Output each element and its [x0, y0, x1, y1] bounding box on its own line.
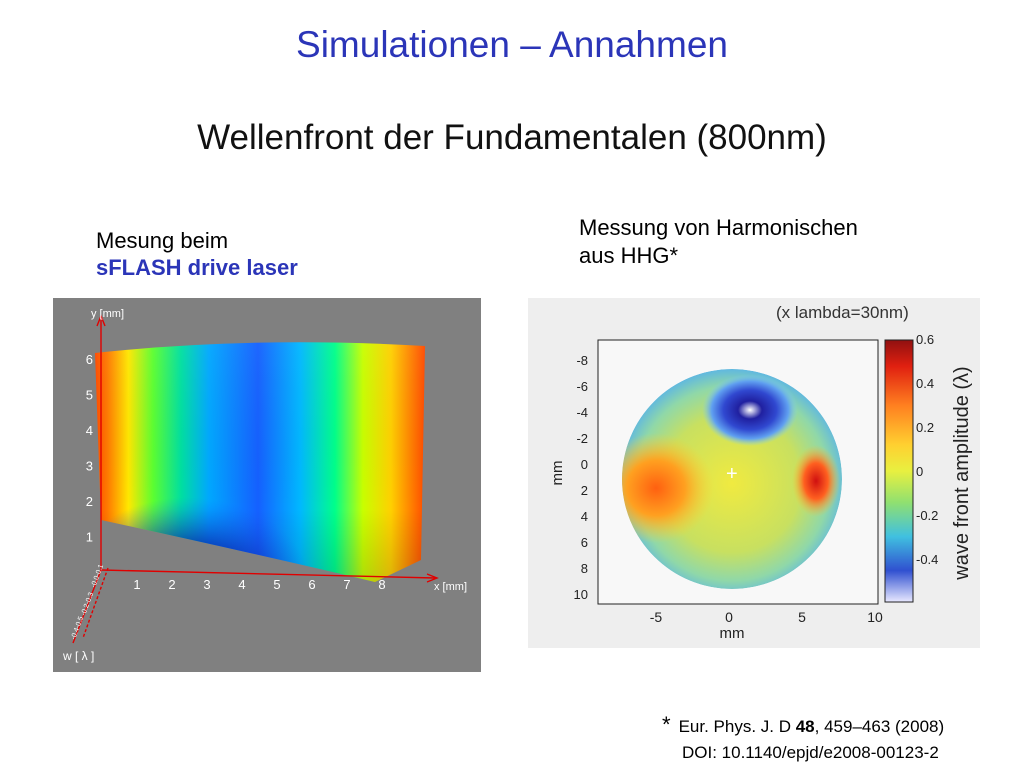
left-y-tick: 6 [86, 352, 93, 367]
left-x-tick: 6 [308, 577, 315, 592]
right-x-tick: 5 [798, 609, 806, 625]
right-note: (x lambda=30nm) [776, 303, 909, 322]
left-w-axis-label: w [ λ ] [62, 649, 94, 663]
right-y-tick: -4 [576, 405, 588, 420]
left-x-tick: 3 [203, 577, 210, 592]
reference-doi: DOI: 10.1140/epjd/e2008-00123-2 [682, 743, 939, 762]
reference-star: * [662, 712, 671, 737]
reference-pages: , 459–463 (2008) [814, 717, 945, 736]
left-y-tick: 3 [86, 459, 93, 474]
colorbar-tick: -0.2 [916, 508, 938, 523]
right-caption-line2: aus HHG* [579, 243, 679, 268]
colorbar-tick: 0.2 [916, 420, 934, 435]
left-x-tick: 7 [343, 577, 350, 592]
left-x-tick: 8 [378, 577, 385, 592]
right-y-tick: -8 [576, 353, 588, 368]
right-caption-line1: Messung von Harmonischen [579, 215, 858, 240]
right-wavefront-plot: (x lambda=30nm) + -8 -6 -4 -2 0 2 4 6 8 10 -5 0 5 10… [528, 298, 980, 648]
left-x-tick: 4 [238, 577, 245, 592]
reference: * Eur. Phys. J. D 48, 459–463 (2008) DOI:… [662, 712, 944, 766]
left-y-tick: 5 [86, 388, 93, 403]
colorbar-tick: -0.4 [916, 552, 938, 567]
right-y-tick: 4 [581, 509, 588, 524]
right-x-tick: 0 [725, 609, 733, 625]
right-y-tick: 10 [574, 587, 588, 602]
right-y-tick: 0 [581, 457, 588, 472]
reference-journal: Eur. Phys. J. D [678, 717, 796, 736]
colorbar [884, 339, 914, 603]
slide-subtitle: Wellenfront der Fundamentalen (800nm) [197, 118, 827, 157]
colorbar-label: wave front amplitude (λ) [951, 366, 973, 580]
right-y-tick: -6 [576, 379, 588, 394]
right-y-tick: -2 [576, 431, 588, 446]
right-y-axis-label: mm [549, 461, 566, 486]
left-caption-line1: Mesung beim [96, 228, 229, 253]
left-x-tick: 5 [273, 577, 280, 592]
colorbar-tick: 0.6 [916, 332, 934, 347]
left-x-axis-label: x [mm] [434, 581, 467, 593]
reference-volume: 48 [795, 717, 815, 736]
colorbar-tick: 0 [916, 464, 923, 479]
right-x-tick: 10 [867, 609, 883, 625]
left-plot-axes [72, 314, 439, 644]
center-marker: + [726, 463, 738, 485]
colorbar-tick: 0.4 [916, 376, 934, 391]
left-x-tick: 1 [133, 577, 140, 592]
right-y-tick: 2 [581, 483, 588, 498]
right-x-tick: -5 [650, 609, 663, 625]
slide-title: Simulationen – Annahmen [296, 24, 728, 65]
left-caption: Mesung beim sFLASH drive laser [96, 227, 298, 281]
right-caption: Messung von Harmonischen aus HHG* [579, 214, 858, 270]
left-x-tick: 2 [168, 577, 175, 592]
right-x-axis-label: mm [720, 625, 745, 642]
right-y-tick: 8 [581, 561, 588, 576]
left-y-tick: 2 [86, 494, 93, 509]
left-y-tick: 1 [86, 530, 93, 545]
left-y-axis-label: y [mm] [91, 308, 124, 320]
left-y-tick: 4 [86, 423, 93, 438]
right-y-tick: 6 [581, 535, 588, 550]
left-caption-line2: sFLASH drive laser [96, 255, 298, 280]
